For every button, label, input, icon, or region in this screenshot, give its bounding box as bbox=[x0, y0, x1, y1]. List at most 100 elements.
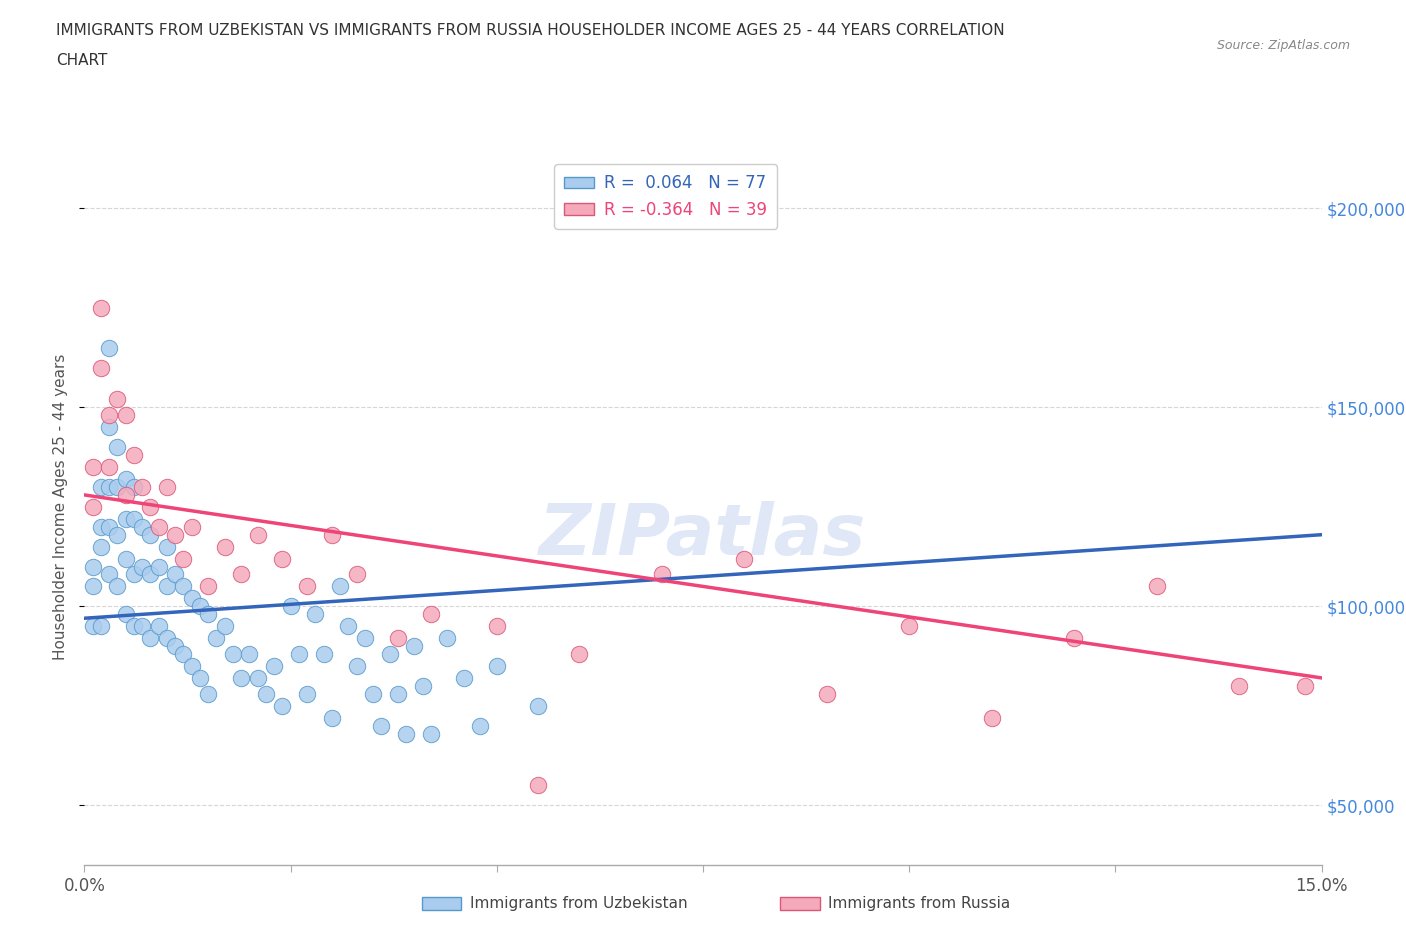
Point bbox=[295, 579, 318, 594]
Point bbox=[280, 599, 302, 614]
Point bbox=[165, 639, 187, 654]
Point bbox=[197, 607, 219, 622]
Point bbox=[321, 527, 343, 542]
Point bbox=[122, 618, 145, 633]
Point bbox=[304, 607, 326, 622]
Point bbox=[404, 639, 426, 654]
Point bbox=[98, 340, 121, 355]
Point bbox=[295, 686, 318, 701]
Point bbox=[90, 360, 112, 375]
Point bbox=[105, 527, 128, 542]
Point bbox=[246, 671, 269, 685]
Point bbox=[436, 631, 458, 645]
Point bbox=[815, 686, 838, 701]
Point bbox=[312, 646, 335, 661]
Point bbox=[172, 646, 194, 661]
Point bbox=[453, 671, 475, 685]
Text: Immigrants from Russia: Immigrants from Russia bbox=[828, 897, 1011, 911]
Point bbox=[288, 646, 311, 661]
Point bbox=[156, 631, 179, 645]
Point bbox=[346, 567, 368, 582]
Point bbox=[105, 579, 128, 594]
Text: Source: ZipAtlas.com: Source: ZipAtlas.com bbox=[1216, 39, 1350, 52]
Point bbox=[321, 711, 343, 725]
Point bbox=[527, 698, 550, 713]
Point bbox=[180, 658, 202, 673]
Point bbox=[114, 408, 136, 423]
Point bbox=[105, 392, 128, 407]
Point bbox=[271, 698, 294, 713]
Point bbox=[98, 459, 121, 474]
Point bbox=[651, 567, 673, 582]
Point bbox=[98, 519, 121, 534]
Point bbox=[395, 726, 418, 741]
Point bbox=[139, 567, 162, 582]
Point bbox=[222, 646, 245, 661]
Point bbox=[485, 618, 508, 633]
Point bbox=[82, 499, 104, 514]
Text: IMMIGRANTS FROM UZBEKISTAN VS IMMIGRANTS FROM RUSSIA HOUSEHOLDER INCOME AGES 25 : IMMIGRANTS FROM UZBEKISTAN VS IMMIGRANTS… bbox=[56, 23, 1005, 38]
Point bbox=[90, 480, 112, 495]
Point bbox=[419, 607, 441, 622]
Point bbox=[98, 567, 121, 582]
Point bbox=[98, 480, 121, 495]
Point bbox=[361, 686, 384, 701]
Point bbox=[246, 527, 269, 542]
Point bbox=[131, 519, 153, 534]
Point bbox=[271, 551, 294, 566]
Point bbox=[229, 671, 252, 685]
Point bbox=[412, 679, 434, 694]
Point bbox=[197, 686, 219, 701]
Point bbox=[387, 631, 409, 645]
Point bbox=[131, 618, 153, 633]
Text: CHART: CHART bbox=[56, 53, 108, 68]
Point bbox=[131, 559, 153, 574]
Point bbox=[238, 646, 260, 661]
Point bbox=[370, 718, 392, 733]
Text: ZIPatlas: ZIPatlas bbox=[540, 501, 866, 570]
Point bbox=[156, 579, 179, 594]
Point bbox=[229, 567, 252, 582]
Point bbox=[205, 631, 228, 645]
Point bbox=[98, 408, 121, 423]
Point bbox=[148, 618, 170, 633]
Point bbox=[197, 579, 219, 594]
Point bbox=[1294, 679, 1316, 694]
Text: Immigrants from Uzbekistan: Immigrants from Uzbekistan bbox=[470, 897, 688, 911]
Point bbox=[90, 539, 112, 554]
Point bbox=[329, 579, 352, 594]
Point bbox=[733, 551, 755, 566]
Point bbox=[139, 499, 162, 514]
Point bbox=[148, 559, 170, 574]
Point bbox=[165, 527, 187, 542]
Point bbox=[114, 512, 136, 526]
Point bbox=[254, 686, 277, 701]
Point bbox=[1063, 631, 1085, 645]
Point bbox=[337, 618, 360, 633]
Point bbox=[188, 599, 211, 614]
Point bbox=[214, 539, 236, 554]
Point bbox=[148, 519, 170, 534]
Point bbox=[105, 440, 128, 455]
Point bbox=[114, 472, 136, 486]
Point bbox=[1146, 579, 1168, 594]
Point bbox=[188, 671, 211, 685]
Point bbox=[172, 579, 194, 594]
Point bbox=[82, 559, 104, 574]
Point bbox=[90, 618, 112, 633]
Point bbox=[131, 480, 153, 495]
Point bbox=[139, 527, 162, 542]
Point bbox=[122, 512, 145, 526]
Point bbox=[353, 631, 375, 645]
Point bbox=[172, 551, 194, 566]
Point bbox=[82, 459, 104, 474]
Point bbox=[82, 618, 104, 633]
Point bbox=[214, 618, 236, 633]
Point bbox=[90, 519, 112, 534]
Point bbox=[139, 631, 162, 645]
Point bbox=[156, 480, 179, 495]
Point bbox=[122, 447, 145, 462]
Point bbox=[470, 718, 492, 733]
Point bbox=[527, 777, 550, 792]
Point bbox=[165, 567, 187, 582]
